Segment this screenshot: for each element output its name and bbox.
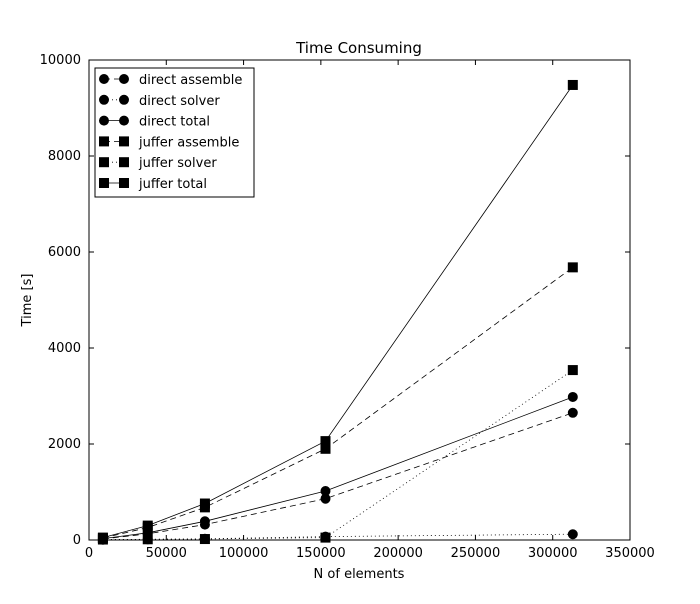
legend-entry-direct-total: direct total <box>99 115 210 130</box>
legend-entry-juffer-solver: juffer solver <box>99 156 217 171</box>
legend-marker-right-juffer-total <box>119 178 129 188</box>
legend-entry-direct-assemble: direct assemble <box>99 73 242 88</box>
data-point-juffer-assemble <box>567 262 578 273</box>
data-point-juffer-solver <box>199 534 210 545</box>
x-tick-label: 150000 <box>296 546 346 561</box>
data-point-juffer-total <box>142 520 153 531</box>
x-tick-label: 100000 <box>219 546 269 561</box>
series-line-juffer-assemble <box>102 267 574 539</box>
legend-entry-juffer-assemble: juffer assemble <box>99 135 239 150</box>
y-tick-label: 0 <box>73 533 81 548</box>
legend-marker-left-direct-assemble <box>99 74 109 84</box>
x-tick-label: 0 <box>85 546 93 561</box>
y-tick-label: 6000 <box>48 245 81 260</box>
legend-box <box>94 67 255 198</box>
data-point-juffer-solver <box>320 532 331 543</box>
x-axis-ticks: 0 50000 100000 150000 200000 250000 300000 3500… <box>85 60 655 561</box>
legend-label-juffer-total: juffer total <box>138 177 207 192</box>
legend-marker-right-juffer-solver <box>119 157 129 168</box>
x-tick-label: 250000 <box>451 546 501 561</box>
legend-marker-left-direct-solver <box>99 94 109 105</box>
legend-label-direct-total: direct total <box>139 115 210 130</box>
y-tick-label: 2000 <box>48 437 81 452</box>
legend-marker-left-juffer-assemble <box>99 136 109 147</box>
data-point-juffer-total <box>567 79 578 90</box>
legend-entry-juffer-total: juffer total <box>99 177 207 192</box>
x-tick-label: 50000 <box>146 546 187 561</box>
legend-entry-direct-solver: direct solver <box>99 94 220 109</box>
series-juffer-total <box>97 79 578 543</box>
data-point-juffer-total <box>320 436 331 447</box>
legend-label-juffer-assemble: juffer assemble <box>138 135 239 150</box>
legend-marker-left-direct-total <box>99 115 109 126</box>
chart-title: Time Consuming <box>295 39 422 57</box>
data-point-juffer-solver <box>142 534 153 545</box>
data-point-direct-solver <box>567 529 578 540</box>
x-tick-label: 300000 <box>528 546 578 561</box>
y-tick-label: 10000 <box>40 53 81 68</box>
x-tick-label: 200000 <box>373 546 423 561</box>
y-tick-label: 4000 <box>48 341 81 356</box>
data-point-juffer-total <box>199 498 210 509</box>
y-tick-label: 8000 <box>48 149 81 164</box>
legend-label-direct-solver: direct solver <box>139 94 220 109</box>
data-point-direct-assemble <box>567 407 578 418</box>
legend-label-direct-assemble: direct assemble <box>139 73 242 88</box>
data-point-juffer-solver <box>567 365 578 376</box>
x-tick-label: 350000 <box>605 546 655 561</box>
data-point-direct-total <box>567 391 578 402</box>
y-axis-label: Time [s] <box>20 274 35 328</box>
legend-label-juffer-solver: juffer solver <box>138 156 217 171</box>
data-point-direct-total <box>199 516 210 527</box>
legend-marker-left-juffer-solver <box>99 157 109 168</box>
y-axis-ticks: 0 2000 4000 6000 8000 10000 <box>40 53 630 548</box>
series-layer <box>97 79 578 545</box>
data-point-juffer-total <box>97 532 108 543</box>
legend-marker-left-juffer-total <box>99 178 109 188</box>
x-axis-label: N of elements <box>314 567 405 582</box>
legend-marker-right-direct-total <box>119 115 129 126</box>
legend-marker-right-juffer-assemble <box>119 136 129 147</box>
legend-marker-right-direct-solver <box>119 94 129 105</box>
data-point-direct-total <box>320 486 331 497</box>
legend: direct assemble direct solver direct total… <box>94 67 255 198</box>
legend-marker-right-direct-assemble <box>119 74 129 84</box>
